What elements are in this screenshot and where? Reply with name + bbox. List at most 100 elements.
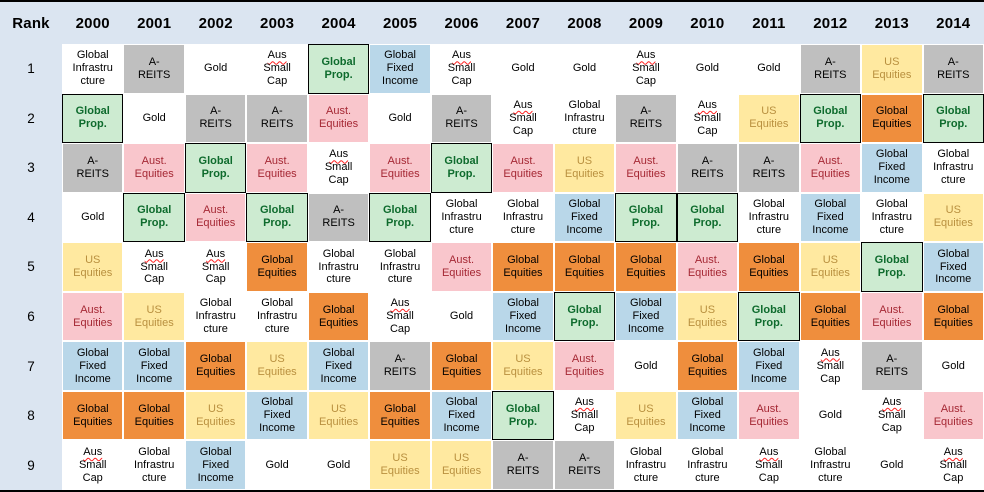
asset-label-line: Aust. [879, 303, 905, 316]
asset-label-line: Infrastru [810, 458, 851, 471]
rank-label-1: 1 [0, 44, 62, 94]
asset-label-line: Income [873, 174, 910, 187]
asset-label-line: Small [755, 458, 783, 471]
asset-cell-2000-rank6: Aust. Equities [62, 291, 124, 342]
asset-label-line: Fixed [202, 458, 230, 471]
asset-label-line: Global [260, 204, 295, 217]
asset-cell-2000-rank1: Global Infrastru cture [62, 44, 124, 94]
asset-label-line: Global [76, 346, 109, 359]
asset-label-line: REITS [383, 366, 417, 379]
asset-label-line: Prop. [324, 68, 353, 81]
asset-label-line: A- [701, 154, 713, 167]
asset-label-line: Aus [943, 445, 963, 458]
rank-label-7: 7 [0, 341, 62, 391]
asset-cell-2008-rank6: Global Prop. [553, 291, 616, 342]
asset-label-line: Gold [941, 359, 965, 372]
asset-label-line: A- [456, 105, 468, 118]
rank-label-4: 4 [0, 192, 62, 243]
asset-label-line: US [822, 254, 838, 267]
asset-cell-2001-rank4: Global Prop. [123, 192, 185, 243]
asset-label-line: Equities [134, 167, 174, 180]
asset-label-line: Aus [574, 396, 594, 409]
asset-label-line: Prop. [877, 266, 906, 279]
year-header-2009: 2009 [615, 2, 677, 44]
asset-cell-2007-rank9: A- REITS [492, 440, 554, 490]
asset-cell-2001-rank6: US Equities [123, 291, 185, 342]
asset-label-line: Income [689, 422, 726, 435]
asset-cell-2000-rank7: Global Fixed Income [62, 341, 124, 391]
asset-cell-2002-rank1: Gold [184, 44, 247, 94]
asset-cell-2003-rank2: A- REITS [246, 93, 308, 144]
asset-cell-2000-rank5: US Equities [62, 242, 124, 292]
asset-label-line: Equities [810, 167, 850, 180]
asset-label-line: REITS [76, 167, 109, 180]
asset-label-line: Aust. [80, 303, 106, 316]
asset-cell-2002-rank4: Aust. Equities [184, 192, 247, 243]
asset-label-line: Aust. [633, 154, 659, 167]
asset-cell-2009-rank6: Global Fixed Income [615, 291, 677, 342]
asset-label-line: Global [507, 197, 539, 210]
asset-label-line: Global [567, 303, 602, 316]
asset-label-line: Small [570, 409, 599, 422]
year-header-2008: 2008 [553, 2, 616, 44]
asset-cell-2014-rank5: Global Fixed Income [922, 242, 984, 292]
asset-label-line: Aus [513, 98, 533, 111]
asset-cell-2001-rank2: Gold [123, 93, 185, 144]
asset-label-line: US [392, 452, 408, 465]
asset-label-line: Aust. [264, 154, 290, 167]
asset-cell-2005-rank6: Aus Small Cap [369, 291, 431, 342]
asset-label-line: US [638, 402, 654, 415]
asset-cell-2012-rank8: Gold [799, 390, 862, 441]
asset-label-line: Equities [380, 415, 420, 428]
asset-label-line: Global [691, 445, 724, 458]
rank-label-3: 3 [0, 143, 62, 193]
asset-cell-2005-rank5: Global Infrastru cture [369, 242, 431, 292]
year-header-2005: 2005 [369, 2, 431, 44]
asset-cell-2005-rank8: Global Equities [369, 390, 431, 441]
asset-label-line: Global [384, 402, 416, 415]
asset-label-line: Gold [572, 62, 597, 75]
asset-label-line: Income [812, 223, 849, 236]
asset-label-line: Global [261, 254, 294, 267]
asset-label-line: REITS [752, 167, 786, 180]
asset-cell-2013-rank6: Aust. Equities [861, 291, 923, 342]
asset-label-line: Fixed [325, 359, 353, 372]
asset-cell-2006-rank7: Global Equities [430, 341, 493, 391]
asset-cell-2003-rank3: Aust. Equities [246, 143, 308, 193]
asset-label-line: Equities [134, 415, 174, 428]
asset-cell-2003-rank8: Global Fixed Income [246, 390, 308, 441]
asset-label-line: Prop. [447, 167, 476, 180]
asset-cell-2004-rank2: Aust. Equities [307, 93, 370, 144]
asset-label-line: Small [447, 62, 476, 75]
asset-label-line: Global [76, 49, 109, 62]
asset-label-line: A- [333, 204, 345, 217]
asset-label-line: Cap [512, 124, 534, 137]
asset-label-line: Equities [749, 415, 789, 428]
asset-label-line: Prop. [939, 118, 968, 131]
asset-label-line: Fixed [693, 409, 721, 422]
asset-cell-2010-rank5: Aust. Equities [676, 242, 739, 292]
asset-label-line: Small [632, 62, 660, 75]
asset-cell-2000-rank2: Global Prop. [62, 93, 124, 144]
asset-label-line: Small [78, 458, 107, 471]
asset-cell-2008-rank4: Global Fixed Income [553, 192, 616, 243]
asset-cell-2006-rank8: Global Fixed Income [430, 390, 493, 441]
asset-cell-2004-rank6: Global Equities [307, 291, 370, 342]
asset-cell-2011-rank6: Global Prop. [738, 291, 800, 342]
asset-label-line: Aust. [694, 254, 720, 267]
asset-label-line: REITS [199, 118, 232, 131]
year-header-2014: 2014 [922, 2, 984, 44]
asset-label-line: Income [443, 422, 480, 435]
asset-label-line: Cap [389, 323, 411, 336]
asset-label-line: US [146, 303, 162, 316]
asset-cell-2004-rank1: Global Prop. [307, 44, 370, 94]
asset-label-line: Equities [749, 118, 789, 131]
year-header-2006: 2006 [430, 2, 493, 44]
asset-label-line: Global [814, 445, 847, 458]
asset-label-line: Aust. [141, 154, 167, 167]
asset-label-line: Equities [73, 415, 113, 428]
asset-cell-2012-rank2: Global Prop. [799, 93, 862, 144]
asset-cell-2012-rank3: Aust. Equities [799, 143, 862, 193]
asset-label-line: Global [937, 303, 970, 316]
asset-label-line: Income [382, 75, 419, 88]
